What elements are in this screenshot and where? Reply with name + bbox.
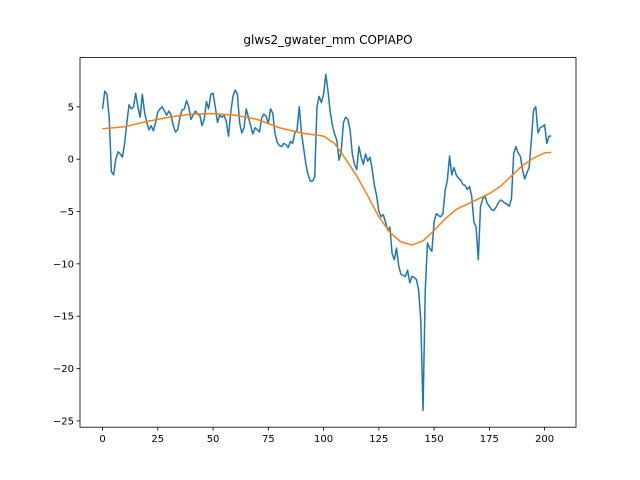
x-tick-label: 0 [99, 434, 105, 445]
plot-frame [79, 57, 577, 428]
x-tick-label: 100 [314, 434, 333, 445]
data-line [101, 73, 552, 412]
chart-title: glws2_gwater_mm COPIAPO [243, 33, 412, 47]
x-tick-label: 125 [369, 434, 388, 445]
y-tick-label: −15 [53, 312, 74, 323]
y-tick-label: 5 [68, 102, 74, 113]
y-tick-label: −10 [53, 259, 74, 270]
y-tick-label: 0 [68, 155, 74, 166]
x-tick-label: 200 [535, 434, 554, 445]
y-tick-label: −25 [53, 416, 74, 427]
data-line [102, 112, 552, 246]
y-tick-label: −20 [53, 364, 74, 375]
x-tick-label: 150 [425, 434, 444, 445]
x-tick-label: 25 [151, 434, 164, 445]
y-tick-label: −5 [59, 207, 74, 218]
x-tick-label: 75 [262, 434, 275, 445]
x-tick-label: 175 [480, 434, 499, 445]
x-tick-label: 50 [207, 434, 220, 445]
